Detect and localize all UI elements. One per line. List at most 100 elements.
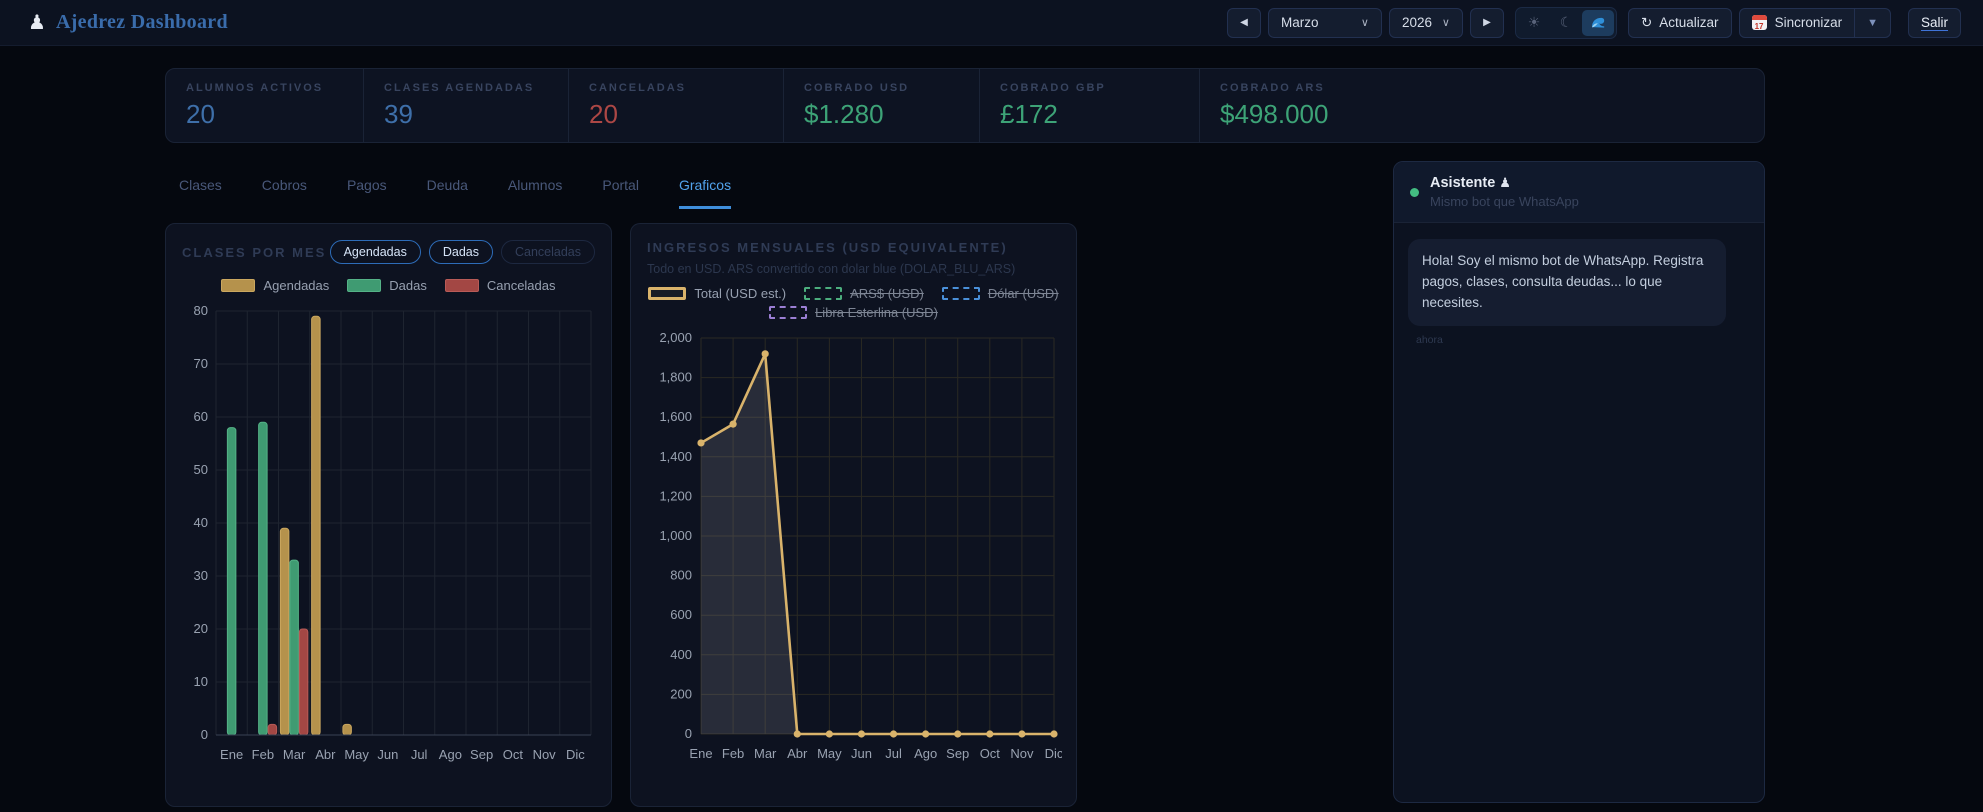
area-fill: [701, 353, 1054, 734]
legend-label: ARS$ (USD): [850, 286, 924, 301]
svg-text:Dic: Dic: [1045, 746, 1062, 761]
stat-cobrado-ars: COBRADO ARS $498.000: [1200, 69, 1764, 142]
bar-chart-header: CLASES POR MES Agendadas Dadas Cancelada…: [182, 240, 595, 264]
svg-text:1,600: 1,600: [659, 409, 692, 424]
point-ene: [697, 439, 705, 447]
point-dic: [1050, 730, 1058, 738]
legend-swatch: [804, 287, 843, 300]
svg-text:50: 50: [194, 462, 208, 477]
logout-button[interactable]: Salir: [1907, 7, 1961, 38]
tab-alumnos[interactable]: Alumnos: [507, 177, 563, 193]
stats-row: ALUMNOS ACTIVOS 20 CLASES AGENDADAS 39 C…: [165, 68, 1765, 143]
toggle-dadas-button[interactable]: Dadas: [428, 240, 493, 264]
legend-item[interactable]: Canceladas: [444, 278, 556, 293]
tab-pagos[interactable]: Pagos: [346, 177, 387, 193]
stat-cobrado-gbp: COBRADO GBP £172: [980, 69, 1200, 142]
svg-text:800: 800: [670, 568, 692, 583]
refresh-button[interactable]: ↻ Actualizar: [1627, 7, 1732, 38]
line-chart-card: INGRESOS MENSUALES (USD EQUIVALENTE) Tod…: [630, 223, 1077, 807]
theme-light-button[interactable]: ☀: [1518, 10, 1550, 36]
bar-agendadas-may: [342, 723, 352, 736]
toggle-agendadas-button[interactable]: Agendadas: [329, 240, 421, 264]
month-select-value: Marzo: [1280, 15, 1319, 30]
point-mar: [761, 350, 769, 358]
svg-text:40: 40: [194, 515, 208, 530]
tab-deuda[interactable]: Deuda: [426, 177, 468, 193]
year-select-value: 2026: [1401, 15, 1433, 30]
stat-value: 39: [384, 99, 413, 129]
stat-value: 20: [186, 99, 215, 129]
svg-text:Oct: Oct: [503, 747, 524, 762]
series-toggle-buttons: Agendadas Dadas Canceladas: [329, 240, 595, 264]
sync-dropdown-button[interactable]: ▼: [1854, 8, 1890, 37]
svg-text:Sep: Sep: [470, 747, 493, 762]
svg-text:10: 10: [194, 674, 208, 689]
point-jun: [857, 730, 866, 738]
assistant-subtitle: Mismo bot que WhatsApp: [1430, 194, 1579, 209]
toggle-canceladas-button[interactable]: Canceladas: [500, 240, 595, 264]
tab-clases[interactable]: Clases: [179, 177, 222, 193]
next-month-button[interactable]: ▶: [1469, 7, 1504, 38]
stat-value: 20: [589, 99, 618, 129]
legend-item[interactable]: ARS$ (USD): [804, 286, 924, 301]
legend-item[interactable]: Total (USD est.): [648, 286, 786, 301]
svg-text:0: 0: [201, 727, 208, 742]
svg-text:Ago: Ago: [914, 746, 937, 761]
stat-alumnos-activos: ALUMNOS ACTIVOS 20: [166, 69, 364, 142]
stat-value: $1.280: [804, 99, 884, 129]
stat-label: COBRADO GBP: [1000, 82, 1106, 94]
tab-cobros[interactable]: Cobros: [261, 177, 307, 193]
legend-label: Agendadas: [263, 278, 330, 293]
legend-label: Canceladas: [486, 278, 556, 293]
sync-label: Sincronizar: [1774, 15, 1843, 30]
legend-item[interactable]: Agendadas: [221, 278, 329, 293]
svg-text:Dic: Dic: [566, 747, 585, 762]
point-abr: [793, 730, 801, 738]
legend-item[interactable]: Dadas: [347, 278, 427, 293]
bar-dadas-feb: [258, 421, 268, 736]
bar-agendadas-abr: [311, 315, 321, 736]
svg-text:2,000: 2,000: [659, 330, 692, 345]
svg-text:May: May: [344, 747, 369, 762]
brand-area: ♟ Ajedrez Dashboard: [28, 11, 228, 34]
legend-item[interactable]: Libra Esterlina (USD): [769, 305, 938, 320]
svg-text:1,200: 1,200: [659, 488, 692, 503]
point-ago: [922, 730, 930, 738]
line-chart-title: INGRESOS MENSUALES (USD EQUIVALENTE): [647, 240, 1008, 255]
svg-text:Jun: Jun: [851, 746, 872, 761]
svg-text:20: 20: [194, 621, 208, 636]
theme-ocean-button[interactable]: [1581, 9, 1614, 36]
calendar-icon: 17: [1751, 15, 1767, 30]
month-select[interactable]: Marzo ∨: [1267, 7, 1382, 38]
svg-text:Jun: Jun: [377, 747, 398, 762]
main-row: Clases Cobros Pagos Deuda Alumnos Portal…: [165, 161, 1765, 807]
prev-month-button[interactable]: ◀: [1226, 7, 1261, 38]
charts-row: CLASES POR MES Agendadas Dadas Cancelada…: [165, 223, 1077, 807]
stat-label: CANCELADAS: [589, 82, 686, 94]
legend-item[interactable]: Dólar (USD): [941, 286, 1059, 301]
svg-text:30: 30: [194, 568, 208, 583]
stat-label: COBRADO USD: [804, 82, 910, 94]
stat-label: ALUMNOS ACTIVOS: [186, 82, 324, 94]
stat-cobrado-usd: COBRADO USD $1.280: [784, 69, 980, 142]
svg-text:Abr: Abr: [315, 747, 336, 762]
svg-text:Sep: Sep: [946, 746, 969, 761]
assistant-header: Asistente ♟ Mismo bot que WhatsApp: [1394, 162, 1764, 223]
navbar-controls: ◀ Marzo ∨ 2026 ∨ ▶ ☀ ☾ ↻ Ac: [1226, 6, 1961, 39]
svg-text:600: 600: [670, 607, 692, 622]
legend-swatch: [347, 279, 382, 292]
tab-portal[interactable]: Portal: [602, 177, 639, 193]
year-select[interactable]: 2026 ∨: [1388, 7, 1463, 38]
legend-swatch: [221, 279, 256, 292]
sync-button[interactable]: 17 Sincronizar: [1740, 9, 1855, 37]
svg-text:Ene: Ene: [689, 746, 712, 761]
svg-text:80: 80: [194, 303, 208, 318]
tab-bar: Clases Cobros Pagos Deuda Alumnos Portal…: [165, 161, 1077, 209]
stat-canceladas: CANCELADAS 20: [569, 69, 784, 142]
bar-legend: Agendadas Dadas Canceladas: [182, 278, 595, 293]
svg-text:Abr: Abr: [787, 746, 808, 761]
theme-dark-button[interactable]: ☾: [1550, 10, 1582, 36]
tab-graficos[interactable]: Graficos: [678, 177, 732, 209]
chevron-down-icon: ∨: [1441, 17, 1450, 29]
svg-text:Ago: Ago: [439, 747, 462, 762]
